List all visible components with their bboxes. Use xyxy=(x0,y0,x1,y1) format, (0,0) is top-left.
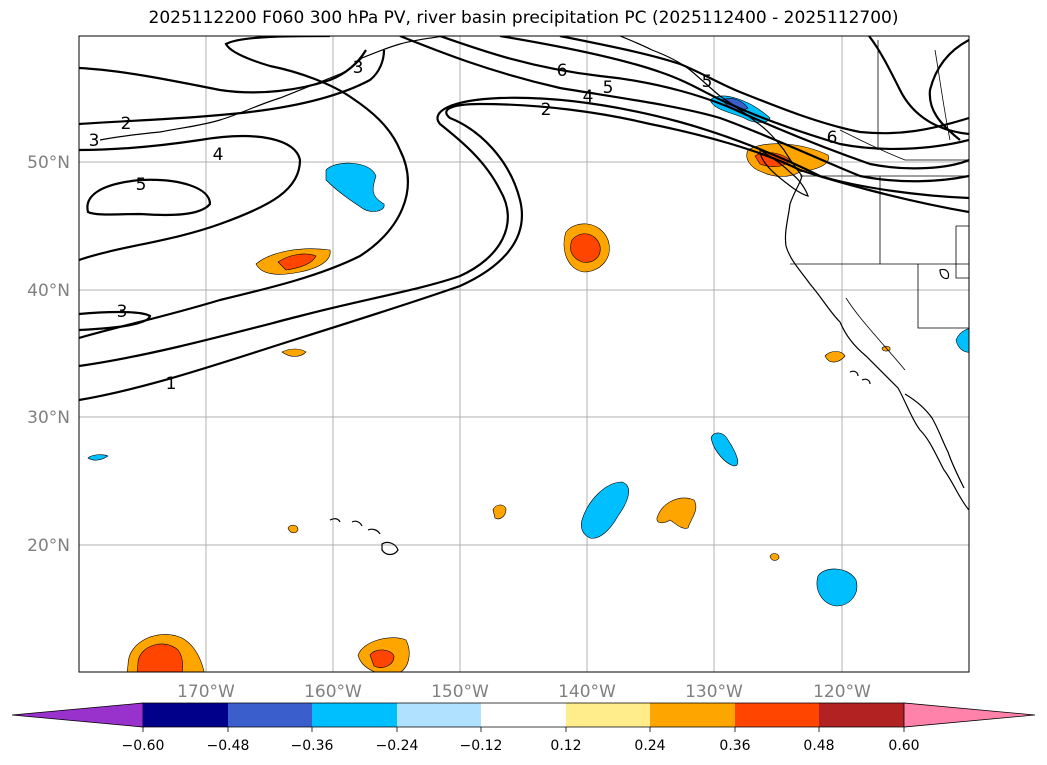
colorbar-tick-label: −0.36 xyxy=(291,738,334,754)
lat-label: 50°N xyxy=(27,153,70,173)
pv-contour-upper-6 xyxy=(928,39,969,141)
precip-area-red xyxy=(136,643,183,672)
lon-label: 160°W xyxy=(304,682,362,702)
vancouver-island xyxy=(759,148,809,197)
longitude-labels: 170°W 160°W 150°W 140°W 130°W 120°W xyxy=(177,682,871,702)
colorbar-tick-label: −0.60 xyxy=(122,738,165,754)
precip-area-orange xyxy=(281,348,307,357)
colorbar-segment xyxy=(566,703,650,727)
colorbar: −0.60 −0.48 −0.36 −0.24 −0.12 0.12 0.24 … xyxy=(11,702,1036,754)
map-title: 2025112200 F060 300 hPa PV, river basin … xyxy=(148,8,899,28)
precip-area-orange xyxy=(656,497,697,529)
contour-label: 2 xyxy=(541,100,552,120)
colorbar-segment xyxy=(228,703,312,727)
lon-label: 130°W xyxy=(685,682,743,702)
colorbar-segment xyxy=(735,703,819,727)
precip-area-blue xyxy=(955,328,969,353)
channel-islands xyxy=(849,370,871,385)
colorbar-segment xyxy=(397,703,481,727)
contour-label: 6 xyxy=(557,61,568,81)
contour-labels: 1 2 3 3 3 4 4 5 5 5 6 6 2 xyxy=(89,58,838,394)
colorbar-segment xyxy=(481,703,566,727)
lat-label: 20°N xyxy=(27,536,70,556)
colorbar-tick-label: −0.48 xyxy=(207,738,250,754)
map-area xyxy=(79,36,969,672)
map-frame xyxy=(78,35,970,673)
contour-label: 3 xyxy=(353,58,364,78)
precip-negative-areas xyxy=(87,95,969,607)
colorbar-tick-label: −0.24 xyxy=(376,738,419,754)
precip-area-blue xyxy=(710,432,739,467)
pv-contour-upper-4 xyxy=(559,36,969,135)
lon-label: 150°W xyxy=(431,682,489,702)
contour-label: 5 xyxy=(702,72,713,92)
lon-label: 170°W xyxy=(177,682,235,702)
colorbar-tick-label: 0.12 xyxy=(550,738,581,754)
contour-label: 4 xyxy=(583,87,594,107)
precip-area-blue xyxy=(816,568,858,607)
colorbar-tick-label: 0.48 xyxy=(803,738,834,754)
pv-contour-3 xyxy=(79,36,409,340)
pv-contour-3b xyxy=(79,310,152,332)
colorbar-segment xyxy=(312,703,397,727)
precip-area-red xyxy=(570,233,601,263)
contour-label: 5 xyxy=(136,175,147,195)
precip-area-orange xyxy=(769,553,780,561)
colorbar-tick-label: 0.36 xyxy=(719,738,750,754)
precip-area-orange xyxy=(824,351,846,363)
pv-contour-4 xyxy=(79,134,302,262)
colorbar-extend-right xyxy=(903,702,1036,728)
pv-contour-2b xyxy=(79,49,386,126)
colorbar-tick-labels: −0.60 −0.48 −0.36 −0.24 −0.12 0.12 0.24 … xyxy=(122,738,920,754)
colorbar-tick-label: 0.60 xyxy=(888,738,919,754)
contour-label: 4 xyxy=(213,145,224,165)
contour-label: 5 xyxy=(603,78,614,98)
contour-label: 2 xyxy=(121,114,132,134)
colorbar-tick-label: −0.12 xyxy=(460,738,503,754)
precip-area-blue xyxy=(325,162,385,212)
lon-label: 140°W xyxy=(558,682,616,702)
pv-contour-upper-3 xyxy=(499,36,969,151)
pv-contour-2 xyxy=(79,96,969,368)
baja-coast xyxy=(904,393,965,489)
colorbar-extend-left xyxy=(11,702,144,728)
small-island xyxy=(939,268,950,280)
colorbar-tick-label: 0.24 xyxy=(634,738,665,754)
precip-area-orange xyxy=(492,504,507,520)
pv-contour-upper-2 xyxy=(439,36,969,170)
contour-label: 1 xyxy=(166,374,177,394)
contour-label: 6 xyxy=(827,128,838,148)
pv-contour-1 xyxy=(79,102,969,402)
colorbar-ticks xyxy=(142,727,905,732)
pv-contour-upper-1 xyxy=(399,36,969,183)
pv-contour-5 xyxy=(86,178,212,217)
colorbar-segment xyxy=(143,703,228,727)
colorbar-segment xyxy=(650,703,735,727)
colorbar-segment xyxy=(819,703,904,727)
lat-label: 30°N xyxy=(27,408,70,428)
precip-area-blue xyxy=(580,481,629,539)
pv-contour-3c xyxy=(79,49,367,94)
precip-area-blue xyxy=(87,454,109,461)
precip-area-orange xyxy=(881,345,891,352)
precip-area-orange xyxy=(287,524,299,534)
pv-contour-upper-5 xyxy=(868,36,969,136)
precip-positive-areas xyxy=(126,143,891,672)
precip-area-red xyxy=(369,649,395,668)
latitude-labels: 50°N 40°N 30°N 20°N xyxy=(27,153,70,556)
lon-label: 120°W xyxy=(813,682,871,702)
precip-area-red xyxy=(277,253,317,271)
contour-label: 3 xyxy=(89,131,100,151)
lat-label: 40°N xyxy=(27,281,70,301)
hawaii-islands xyxy=(329,518,399,556)
north-america-coast xyxy=(619,36,969,511)
pv-contours xyxy=(79,36,969,402)
alaska-peninsula xyxy=(361,36,445,59)
contour-label: 3 xyxy=(117,302,128,322)
